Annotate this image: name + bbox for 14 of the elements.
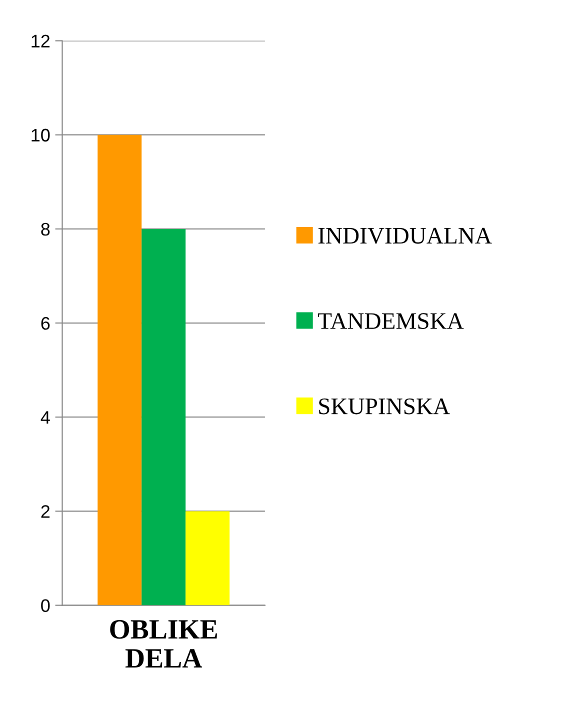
legend-label: TANDEMSKA bbox=[318, 313, 464, 330]
legend-label: INDIVIDUALNA bbox=[318, 228, 492, 244]
y-tick-label: 0 bbox=[41, 599, 50, 612]
bar bbox=[98, 134, 142, 606]
y-tick-label: 12 bbox=[32, 34, 50, 48]
y-tick-label: 8 bbox=[41, 222, 50, 236]
legend-label: SKUPINSKA bbox=[319, 398, 450, 414]
bar bbox=[186, 511, 230, 606]
y-tick-label: 2 bbox=[41, 505, 50, 518]
bar bbox=[142, 228, 186, 606]
x-tick-label: OBLIKE DELA bbox=[110, 620, 217, 668]
y-tick-label: 6 bbox=[41, 316, 50, 330]
y-tick-label: 10 bbox=[32, 128, 50, 142]
y-tick-label: 4 bbox=[40, 411, 50, 424]
